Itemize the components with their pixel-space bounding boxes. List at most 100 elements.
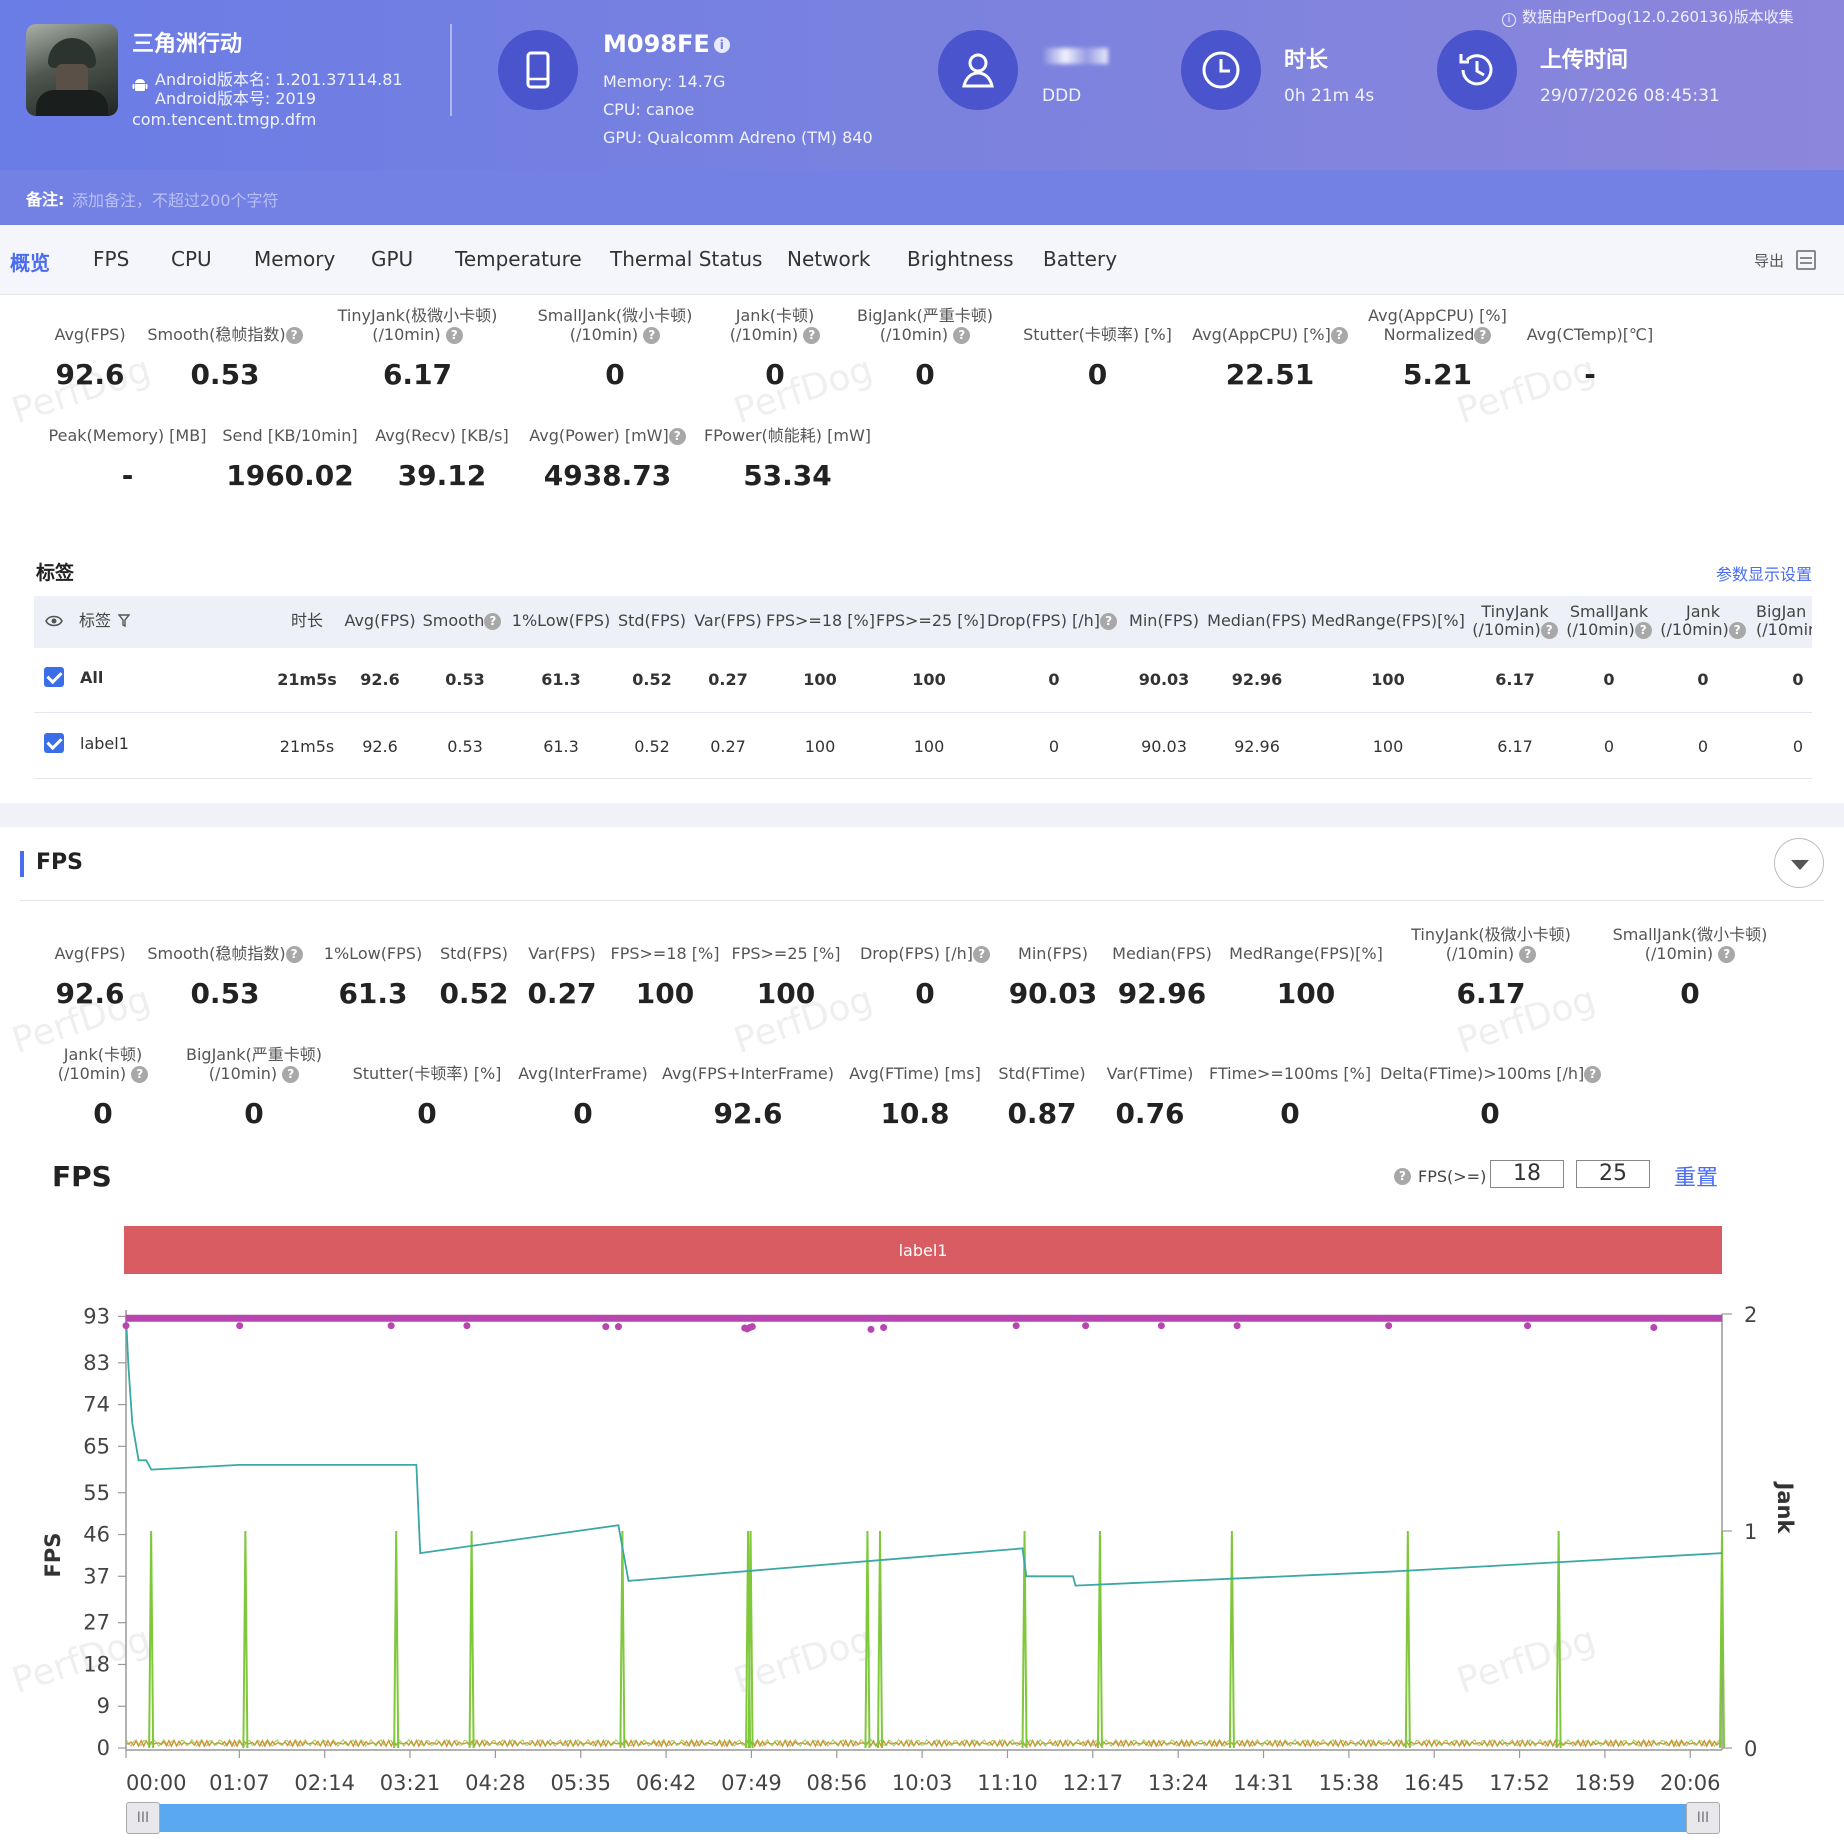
help-icon[interactable]: ? — [1718, 946, 1736, 963]
note-input[interactable]: 添加备注，不超过200个字符 — [72, 191, 279, 210]
help-icon[interactable]: ? — [643, 327, 661, 344]
fps-metric-bigjank: BigJank(严重卡顿) (/10min) ? 0 — [186, 1045, 322, 1130]
row-checkbox-all[interactable] — [44, 667, 64, 687]
help-icon[interactable]: ? — [484, 613, 502, 630]
collapse-button[interactable] — [1774, 838, 1824, 888]
help-icon[interactable]: ? — [285, 946, 303, 963]
y-tick-label: 55 — [83, 1481, 110, 1505]
tab-temperature[interactable]: Temperature — [455, 247, 582, 271]
scroll-handle-right[interactable]: III — [1686, 1802, 1720, 1834]
cell: 0.27 — [708, 670, 748, 689]
tab-gpu[interactable]: GPU — [371, 247, 414, 271]
tab-bar — [0, 225, 1844, 295]
tab-overview[interactable]: 概览 — [10, 251, 50, 275]
col-drop-fps: Drop(FPS) [/h]? — [984, 612, 1120, 630]
help-icon[interactable]: ? — [1394, 1168, 1411, 1185]
tab-memory[interactable]: Memory — [254, 247, 336, 271]
tab-battery[interactable]: Battery — [1043, 247, 1118, 271]
tab-thermal-status[interactable]: Thermal Status — [610, 247, 763, 271]
fps-metric-avg: Avg(FPS) 92.6 — [54, 944, 126, 1010]
x-tick-label: 01:07 — [209, 1771, 270, 1795]
time-range-scrollbar[interactable] — [126, 1804, 1720, 1832]
tab-network[interactable]: Network — [787, 247, 871, 271]
fps-chart[interactable]: 0 9 18 27 37 46 55 65 74 83 93 0 1 2 FPS Jank 00:00 01:07… — [0, 1200, 1844, 1800]
cell: 100 — [804, 737, 836, 756]
cell: 0.52 — [634, 737, 670, 756]
help-icon[interactable]: ? — [1100, 613, 1118, 630]
y2-tick-label: 2 — [1744, 1303, 1757, 1327]
device-name: M098FE i — [603, 30, 730, 58]
cell: 0.53 — [447, 737, 483, 756]
x-tick-label: 06:42 — [636, 1771, 697, 1795]
row-divider — [34, 778, 1812, 779]
fps-point — [1650, 1324, 1658, 1332]
help-icon[interactable]: ? — [282, 1066, 300, 1083]
table-export-icon[interactable] — [1796, 250, 1816, 270]
fps-threshold-input-2[interactable]: 25 — [1576, 1160, 1650, 1188]
x-tick-label: 12:17 — [1063, 1771, 1124, 1795]
y-tick-label: 9 — [97, 1694, 110, 1718]
metric-jank: Jank(卡顿) (/10min) ? 0 — [705, 306, 845, 391]
help-icon[interactable]: ? — [973, 946, 991, 963]
fps-metric-fps18: FPS>=18 [%] 100 — [610, 944, 720, 1010]
help-icon[interactable]: ? — [1634, 622, 1652, 639]
x-tick-label: 04:28 — [465, 1771, 526, 1795]
cell: 21m5s — [279, 737, 335, 756]
row-checkbox-label1[interactable] — [44, 733, 64, 753]
metric-send: Send [KB/10min] 1960.02 — [222, 426, 358, 492]
tab-brightness[interactable]: Brightness — [907, 247, 1014, 271]
label-band[interactable] — [124, 1226, 1722, 1274]
metric-avg-appcpu: Avg(AppCPU) [%]? 22.51 — [1180, 325, 1360, 391]
header-divider — [450, 24, 452, 116]
help-icon[interactable]: ? — [953, 327, 971, 344]
metric-smooth: Smooth(稳帧指数)? 0.53 — [140, 325, 310, 391]
x-tick-label: 11:10 — [977, 1771, 1038, 1795]
user-icon — [938, 30, 1018, 110]
fps-threshold-label: FPS(>=) — [1418, 1167, 1487, 1186]
jank-spike — [1719, 1530, 1725, 1749]
x-tick-label: 16:45 — [1404, 1771, 1465, 1795]
fps-metric-stutter: Stutter(卡顿率) [%] 0 — [352, 1064, 502, 1130]
cell: 92.6 — [360, 670, 400, 689]
cell: 90.03 — [1138, 670, 1190, 689]
help-icon[interactable]: ? — [1728, 622, 1746, 639]
y2-tick-label: 1 — [1744, 1520, 1757, 1544]
col-smalljank: SmallJank (/10min)? — [1564, 603, 1654, 639]
help-icon[interactable]: ? — [1540, 622, 1558, 639]
help-icon[interactable]: ? — [1330, 327, 1348, 344]
filter-icon[interactable] — [118, 614, 130, 628]
help-icon[interactable]: ? — [1519, 946, 1537, 963]
device-info-icon[interactable]: i — [713, 37, 730, 53]
android-version-name: Android版本名: 1.201.37114.81 — [155, 70, 403, 89]
fps-threshold-input-1[interactable]: 18 — [1490, 1160, 1564, 1188]
fps-point — [463, 1322, 471, 1330]
help-icon[interactable]: ? — [668, 428, 686, 445]
cell: 92.96 — [1234, 737, 1280, 756]
fps-metric-jank: Jank(卡顿) (/10min) ? 0 — [40, 1045, 166, 1130]
duration-title: 时长 — [1284, 48, 1329, 73]
help-icon[interactable]: ? — [803, 327, 821, 344]
scroll-handle-left[interactable]: III — [126, 1802, 160, 1834]
display-settings-link[interactable]: 参数显示设置 — [1716, 565, 1813, 584]
tab-fps[interactable]: FPS — [93, 247, 130, 271]
jank-spike — [1096, 1530, 1103, 1749]
metric-avg-ctemp: Avg(CTemp)[℃] - — [1526, 325, 1654, 391]
note-bar — [0, 170, 1844, 225]
jank-spike — [468, 1530, 475, 1749]
clock-icon — [1181, 30, 1261, 110]
eye-icon[interactable] — [45, 614, 63, 628]
help-icon[interactable]: ? — [285, 327, 303, 344]
cell: 6.17 — [1497, 737, 1533, 756]
help-icon[interactable]: ? — [445, 327, 463, 344]
export-button[interactable]: 导出 — [1754, 252, 1785, 270]
help-icon[interactable]: ? — [1584, 1066, 1602, 1083]
fps-metric-var: Var(FPS) 0.27 — [527, 944, 597, 1010]
section-gap — [0, 803, 1844, 827]
tab-cpu[interactable]: CPU — [171, 247, 212, 271]
help-icon[interactable]: ? — [131, 1066, 149, 1083]
fps-metric-std: Std(FPS) 0.52 — [439, 944, 509, 1010]
reset-button[interactable]: 重置 — [1674, 1166, 1719, 1191]
cell: 90.03 — [1141, 737, 1187, 756]
fps-point — [236, 1322, 244, 1330]
help-icon[interactable]: ? — [1474, 327, 1492, 344]
